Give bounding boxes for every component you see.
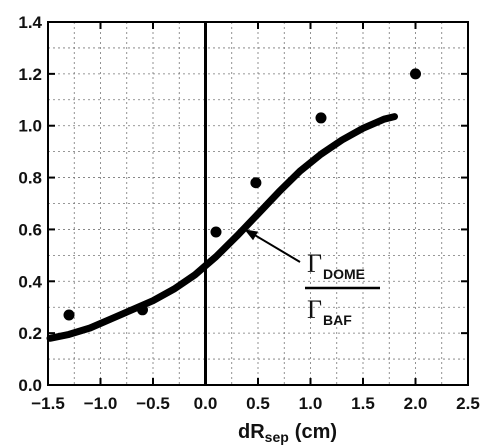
data-points <box>63 68 421 321</box>
x-tick-label: −0.5 <box>136 394 170 413</box>
annotation-gamma-denominator: Γ <box>307 295 322 324</box>
y-tick-label: 0.0 <box>18 376 42 395</box>
y-tick-label: 1.0 <box>18 117 42 136</box>
x-tick-label: 1.0 <box>299 394 323 413</box>
data-point <box>210 226 222 238</box>
y-tick-label: 0.4 <box>18 272 42 291</box>
annotation-sub-dome: DOME <box>323 266 365 282</box>
y-tick-label: 1.4 <box>18 13 42 32</box>
x-tick-labels: −1.5 −1.0 −0.5 0.0 0.5 1.0 1.5 2.0 2.5 <box>31 394 480 413</box>
x-tick-label: 0.5 <box>246 394 270 413</box>
ratio-annotation: Γ DOME Γ BAF <box>244 229 380 328</box>
x-tick-label: 0.0 <box>194 394 218 413</box>
axis-ticks <box>47 21 469 386</box>
x-axis-label: dRsep (cm) <box>238 421 337 445</box>
data-point <box>137 304 148 316</box>
x-axis-label-unit: (cm) <box>295 421 337 443</box>
y-tick-label: 0.2 <box>18 324 42 343</box>
data-point <box>410 68 421 80</box>
x-tick-label: −1.0 <box>84 394 118 413</box>
data-point <box>315 112 327 124</box>
y-tick-labels: 0.0 0.2 0.4 0.6 0.8 1.0 1.2 1.4 <box>18 13 42 395</box>
x-axis-label-subscript: sep <box>265 429 289 445</box>
annotation-arrowhead <box>244 229 259 241</box>
data-point <box>250 177 262 189</box>
data-point <box>63 309 75 321</box>
x-tick-label: 2.0 <box>404 394 428 413</box>
x-tick-label: 1.5 <box>351 394 375 413</box>
y-tick-label: 0.8 <box>18 169 42 188</box>
y-tick-label: 0.6 <box>18 220 42 239</box>
annotation-gamma-numerator: Γ <box>307 249 322 278</box>
x-axis-label-main: dR <box>238 421 265 443</box>
y-tick-label: 1.2 <box>18 65 42 84</box>
fit-curve <box>46 113 398 342</box>
x-tick-label: 2.5 <box>456 394 480 413</box>
annotation-arrow <box>249 231 301 263</box>
grid-lines <box>47 21 469 386</box>
x-tick-label: −1.5 <box>31 394 65 413</box>
annotation-sub-baf: BAF <box>323 312 352 328</box>
